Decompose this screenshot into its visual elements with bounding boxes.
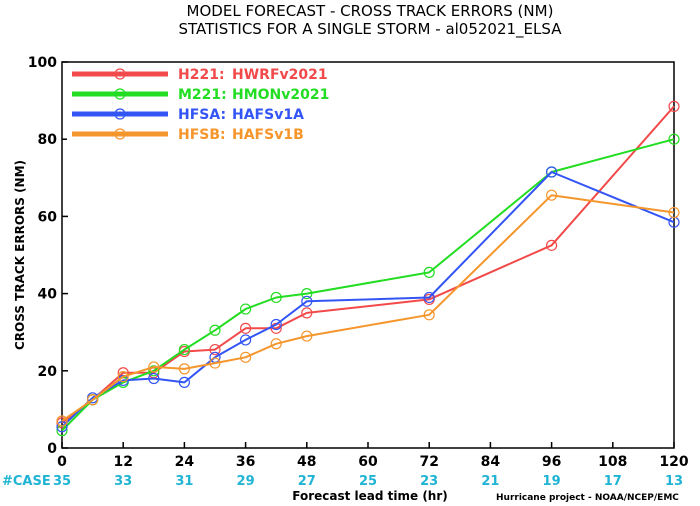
- data-point: [545, 189, 558, 201]
- x-tick-label: 24: [175, 454, 195, 470]
- chart-title: MODEL FORECAST - CROSS TRACK ERRORS (NM): [187, 2, 554, 20]
- data-point: [668, 100, 680, 112]
- case-count: 19: [543, 474, 561, 489]
- legend-series-label: HMONv2021: [232, 87, 329, 103]
- chart-subtitle: STATISTICS FOR A SINGLE STORM - al052021…: [179, 20, 563, 39]
- case-count: 23: [420, 474, 438, 489]
- case-label: #CASE: [2, 474, 51, 489]
- data-point: [423, 266, 435, 278]
- data-point: [668, 133, 680, 145]
- legend-series-name: M221:: [178, 87, 227, 103]
- data-point: [270, 338, 282, 350]
- series-line-3: [61, 171, 675, 428]
- case-count: 25: [359, 474, 377, 489]
- y-tick-label: 20: [38, 364, 58, 380]
- data-point: [148, 361, 160, 373]
- legend-series-name: HFSA:: [178, 107, 226, 123]
- axis-ticks: 0 35 12 33 24 31 36 29 48 27 60 25 72 23 84 21 96 19 108 17…: [28, 55, 689, 489]
- legend-series-name: H221:: [178, 67, 225, 83]
- data-point: [668, 206, 680, 219]
- data-point: [301, 288, 313, 300]
- legend: H221: HWRFv2021 M221: HMONv2021 HFSA: HAFSv1A…: [72, 67, 329, 143]
- data-point: [178, 343, 190, 356]
- legend-marker: [114, 108, 126, 120]
- case-count: 27: [298, 474, 316, 489]
- data-point: [178, 376, 190, 388]
- case-count: 17: [604, 474, 622, 489]
- x-tick-label: 36: [236, 454, 255, 470]
- x-axis-label: Forecast lead time (hr): [292, 489, 448, 503]
- data-point: [423, 309, 435, 321]
- series-line-4: [61, 194, 675, 422]
- case-count: 21: [481, 474, 499, 489]
- case-count: 33: [114, 474, 132, 489]
- data-point: [209, 357, 221, 369]
- x-tick-label: 72: [419, 454, 438, 470]
- case-count: 29: [237, 474, 255, 489]
- legend-marker: [114, 68, 126, 80]
- data-point: [56, 421, 68, 433]
- data-point: [301, 307, 313, 319]
- series-group: [56, 100, 680, 437]
- legend-marker: [114, 88, 126, 100]
- x-tick-label: 12: [113, 454, 132, 470]
- data-point: [240, 334, 252, 346]
- data-point: [301, 330, 313, 342]
- data-point: [56, 415, 68, 427]
- case-count: 35: [53, 474, 71, 489]
- x-tick-label: 108: [598, 454, 627, 470]
- data-point: [148, 365, 160, 377]
- legend-series-label: HAFSv1B: [232, 127, 304, 143]
- x-tick-label: 84: [481, 454, 501, 470]
- data-point: [117, 370, 129, 383]
- data-point: [423, 291, 435, 304]
- legend-series-label: HWRFv2021: [232, 67, 328, 83]
- data-point: [545, 239, 558, 251]
- y-tick-label: 0: [47, 441, 57, 457]
- x-tick-label: 0: [57, 454, 67, 470]
- data-point: [270, 291, 282, 304]
- y-tick-label: 60: [38, 209, 58, 225]
- data-point: [86, 394, 99, 406]
- x-tick-label: 120: [659, 454, 688, 470]
- y-tick-label: 40: [38, 287, 58, 303]
- data-point: [301, 295, 313, 307]
- credit-text: Hurricane project - NOAA/NCEP/EMC: [496, 493, 679, 503]
- y-tick-label: 80: [38, 132, 58, 148]
- case-count: 13: [665, 474, 683, 489]
- data-point: [178, 363, 190, 375]
- data-point: [209, 324, 221, 336]
- data-point: [148, 372, 160, 385]
- x-tick-label: 48: [297, 454, 316, 470]
- data-point: [545, 166, 558, 178]
- legend-series-name: HFSB:: [178, 127, 226, 143]
- x-tick-label: 96: [542, 454, 561, 470]
- data-point: [240, 322, 252, 334]
- case-count: 31: [175, 474, 193, 489]
- data-point: [270, 318, 282, 331]
- y-tick-label: 100: [28, 55, 57, 71]
- series-line-2: [61, 138, 675, 432]
- data-point: [240, 351, 252, 363]
- x-tick-label: 60: [358, 454, 378, 470]
- data-point: [209, 343, 221, 356]
- data-point: [240, 303, 252, 315]
- legend-marker: [114, 128, 126, 140]
- y-axis-label: CROSS TRACK ERRORS (NM): [13, 160, 27, 350]
- legend-series-label: HAFSv1A: [232, 107, 304, 123]
